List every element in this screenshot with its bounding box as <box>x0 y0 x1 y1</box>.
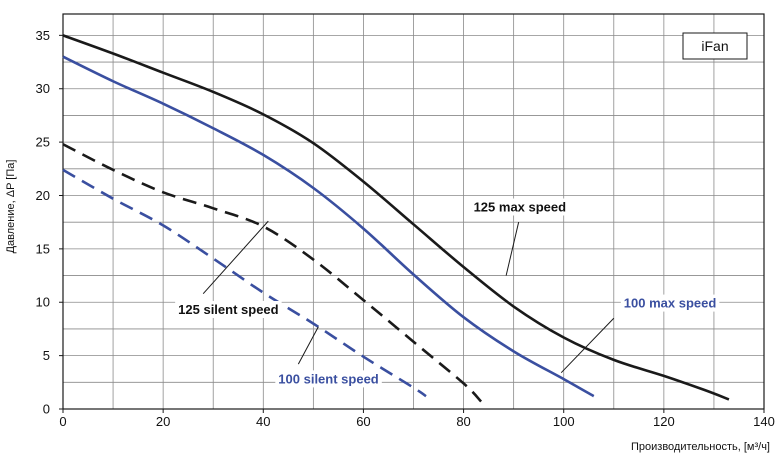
label-bg-100-max-speed <box>620 294 720 312</box>
x-tick-label: 100 <box>553 414 575 429</box>
series-line-125-silent-speed <box>62 143 483 403</box>
y-tick-label: 5 <box>43 348 50 363</box>
series-annotations: 125 max speed 100 max speed 125 silent spe… <box>175 198 720 388</box>
series-line-100-silent-speed <box>62 168 427 398</box>
series-label-100-max-speed: 100 max speed <box>624 296 717 311</box>
x-tick-label: 20 <box>156 414 170 429</box>
label-bg-125-max-speed <box>470 198 570 216</box>
series-lines <box>62 34 730 403</box>
y-tick-label: 35 <box>36 28 50 43</box>
series-label-100-silent-speed: 100 silent speed <box>278 371 378 386</box>
legend-frame <box>682 32 748 60</box>
series-label-125-silent-speed: 125 silent speed <box>178 302 278 317</box>
label-bg-125-silent-speed <box>175 300 282 318</box>
y-tick-label: 30 <box>36 81 50 96</box>
y-tick-label: 10 <box>36 295 50 310</box>
x-tick-label: 0 <box>59 414 66 429</box>
x-tick-label: 60 <box>356 414 370 429</box>
tick-labels: 0 20 40 60 80 100 120 140 0 5 10 15 20 25 30 35 <box>36 28 775 429</box>
legend-box: iFan <box>682 32 748 60</box>
x-tick-label: 40 <box>256 414 270 429</box>
pointer-line-125-max-speed <box>505 222 520 276</box>
series-label-125-max-speed: 125 max speed <box>474 200 567 215</box>
plot-frame <box>62 13 765 410</box>
legend-text: iFan <box>701 38 728 54</box>
y-tick-label: 0 <box>43 402 50 417</box>
x-tick-label: 140 <box>753 414 775 429</box>
x-tick-label: 120 <box>653 414 675 429</box>
series-line-100-max-speed <box>62 55 595 398</box>
pointer-line-100-max-speed <box>560 317 615 374</box>
x-axis-title: Производительность, [м³/ч] <box>631 441 770 453</box>
series-line-125-max-speed <box>62 34 730 401</box>
label-bg-100-silent-speed <box>275 370 382 388</box>
x-tick-label: 80 <box>456 414 470 429</box>
pointer-line-125-silent-speed <box>202 220 269 295</box>
y-tick-label: 25 <box>36 135 50 150</box>
pointer-line-100-silent-speed <box>297 326 319 365</box>
y-tick-label: 15 <box>36 241 50 256</box>
y-tick-label: 20 <box>36 188 50 203</box>
y-axis-title: Давление, ΔP [Па] <box>5 160 17 254</box>
